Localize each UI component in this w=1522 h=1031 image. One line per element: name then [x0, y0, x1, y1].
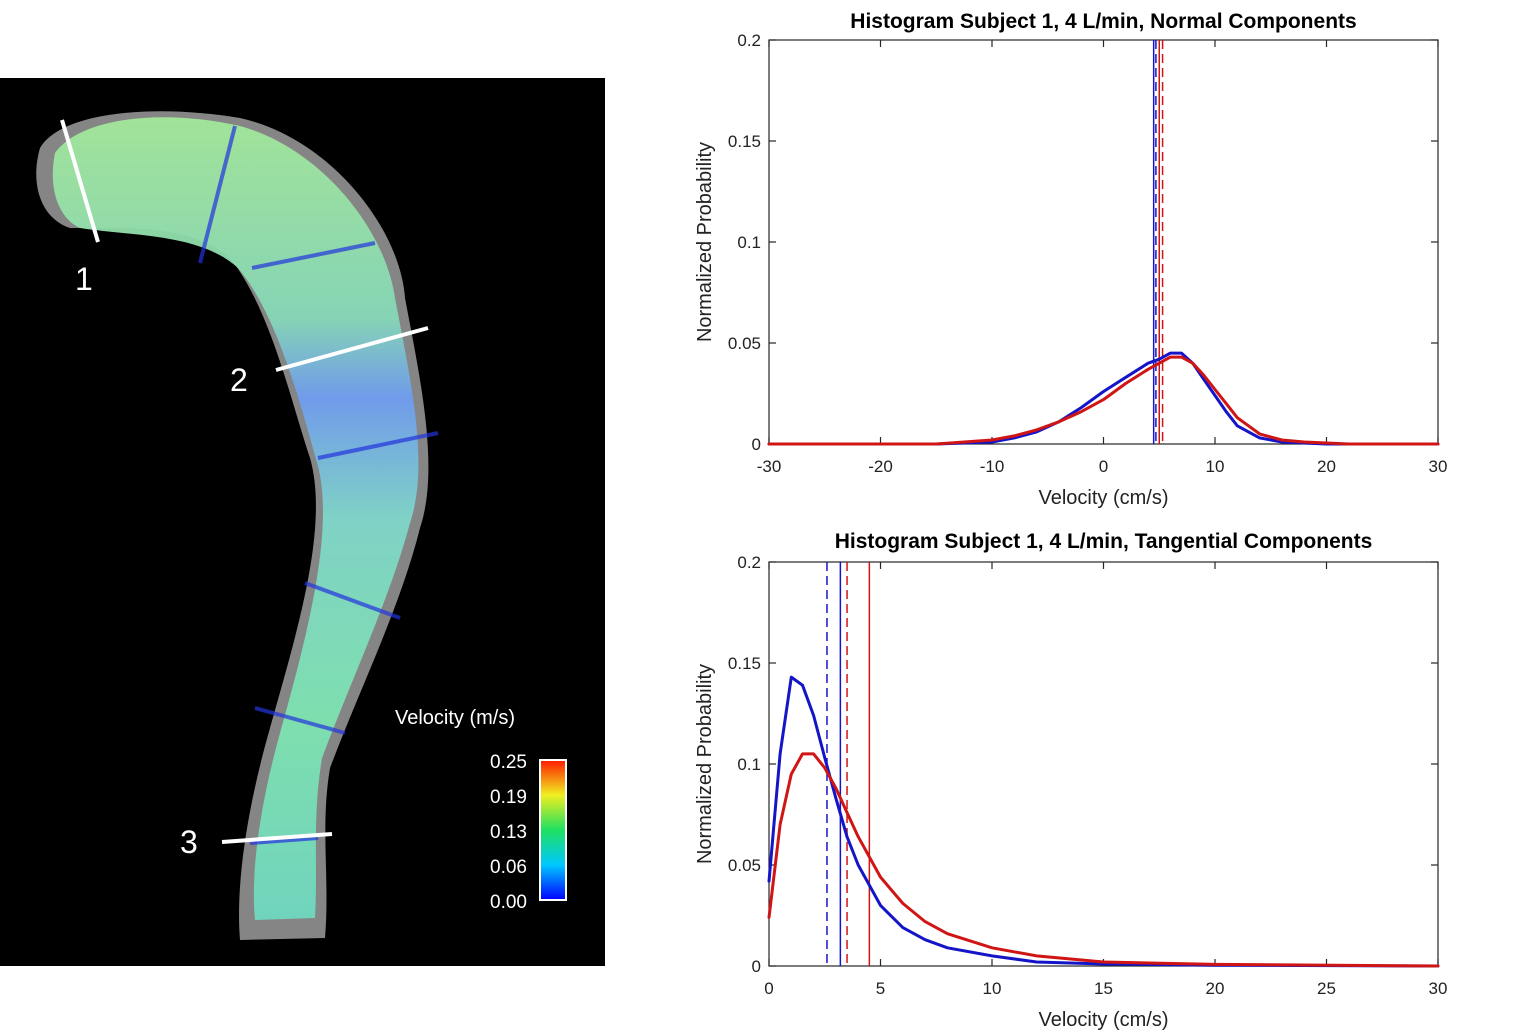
x-tick-label: 30 — [1429, 457, 1448, 476]
section-label-1: 1 — [75, 261, 93, 297]
x-tick-label: 0 — [1099, 457, 1108, 476]
x-tick-label: 20 — [1206, 979, 1225, 998]
x-tick-label: 15 — [1094, 979, 1113, 998]
section-boundaries — [198, 125, 439, 845]
chart-title: Histogram Subject 1, 4 L/min, Normal Com… — [850, 10, 1356, 33]
y-tick-label: 0.1 — [737, 755, 761, 774]
section-line-2 — [275, 326, 429, 372]
colorbar-tick: 0.13 — [490, 822, 527, 843]
x-tick-label: -10 — [980, 457, 1005, 476]
section-label-2: 2 — [230, 362, 248, 398]
x-tick-label: -30 — [757, 457, 782, 476]
y-tick-label: 0.15 — [728, 132, 761, 151]
y-tick-label: 0.2 — [737, 31, 761, 50]
plot-area — [768, 39, 1439, 445]
x-axis-label: Velocity (cm/s) — [1038, 487, 1168, 509]
section-line-1 — [60, 119, 100, 243]
y-tick-label: 0 — [752, 435, 761, 454]
colorbar-tick: 0.06 — [490, 857, 527, 878]
y-tick-label: 0.1 — [737, 233, 761, 252]
plot-area — [768, 561, 1439, 967]
y-tick-label: 0.05 — [728, 856, 761, 875]
colorbar-tick: 0.00 — [490, 892, 527, 913]
chart-1: -30 -20 -10 0 10 20 30 0 0.05 0.1 0.15 0.2 Histogram… — [694, 10, 1447, 509]
colorbar — [539, 759, 567, 901]
x-axis-label: Velocity (cm/s) — [1038, 1009, 1168, 1031]
chart-title: Histogram Subject 1, 4 L/min, Tangential… — [835, 530, 1373, 553]
y-tick-label: 0.05 — [728, 334, 761, 353]
x-tick-label: 10 — [1206, 457, 1225, 476]
y-axis-label: Normalized Probability — [694, 142, 716, 342]
series-line-blue — [767, 675, 1440, 968]
colorbar-tick: 0.25 — [490, 752, 527, 773]
x-tick-label: 25 — [1317, 979, 1336, 998]
x-tick-label: 10 — [983, 979, 1002, 998]
series-line-red — [767, 752, 1440, 968]
series-line-blue — [767, 351, 1440, 446]
chart-2: 0 5 10 15 20 25 30 0 0.05 0.1 0.15 0.2 Histogram Sub… — [694, 530, 1447, 1031]
colorbar-tick: 0.19 — [490, 787, 527, 808]
y-tick-label: 0.15 — [728, 654, 761, 673]
y-axis-label: Normalized Probability — [694, 664, 716, 864]
vessel-visualization: 1 2 3 Velocity (m/s) 0.25 0.19 0.13 0.06… — [0, 78, 605, 966]
colorbar-title: Velocity (m/s) — [395, 707, 515, 729]
section-line-3 — [221, 832, 333, 844]
x-tick-label: -20 — [868, 457, 893, 476]
x-tick-label: 20 — [1317, 457, 1336, 476]
x-tick-label: 30 — [1429, 979, 1448, 998]
section-label-3: 3 — [180, 824, 198, 860]
y-tick-label: 0.2 — [737, 553, 761, 572]
vessel-flow-field — [52, 117, 419, 921]
y-tick-label: 0 — [752, 957, 761, 976]
series-line-red — [767, 355, 1440, 446]
x-tick-label: 0 — [764, 979, 773, 998]
x-tick-label: 5 — [876, 979, 885, 998]
